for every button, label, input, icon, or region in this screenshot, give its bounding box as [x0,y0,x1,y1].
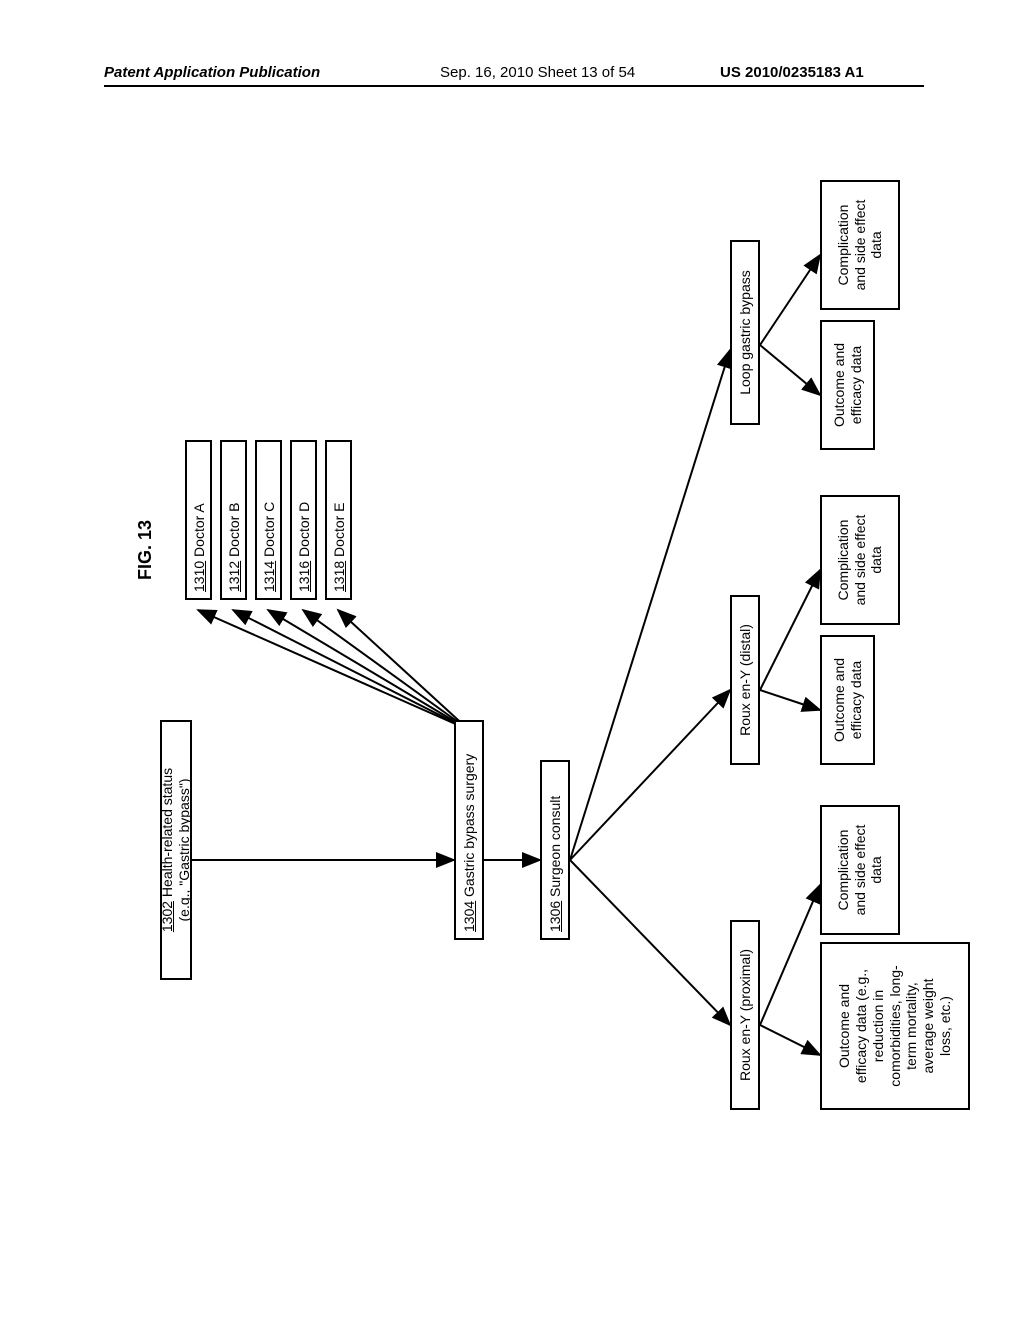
surgeon-consult-box: 1306 Surgeon consult [540,760,570,940]
header-middle: Sep. 16, 2010 Sheet 13 of 54 [440,64,635,81]
complication-data-3-box: Complicationand side effectdata [820,180,900,310]
outcome-data-2-box: Outcome andefficacy data [820,635,875,765]
complication-data-2-box: Complicationand side effectdata [820,495,900,625]
outcome-data-1-box: Outcome andefficacy data (e.g.,reduction… [820,942,970,1110]
loop-bypass-box: Loop gastric bypass [730,240,760,425]
complication-data-1-box: Complicationand side effectdata [820,805,900,935]
header-left: Patent Application Publication [104,64,320,81]
figure-13-diagram: FIG. 13 1302 Health-related status(e.g.,… [60,140,960,1260]
doctor-c-box: 1314 Doctor C [255,440,282,600]
figure-title: FIG. 13 [135,520,156,580]
roux-distal-box: Roux en-Y (distal) [730,595,760,765]
gastric-bypass-box: 1304 Gastric bypass surgery [454,720,484,940]
rotated-canvas: FIG. 13 1302 Health-related status(e.g.,… [60,140,960,1140]
outcome-data-3-box: Outcome andefficacy data [820,320,875,450]
header-right: US 2010/0235183 A1 [720,64,864,81]
doctor-d-box: 1316 Doctor D [290,440,317,600]
roux-proximal-box: Roux en-Y (proximal) [730,920,760,1110]
health-status-box: 1302 Health-related status(e.g., "Gastri… [160,720,192,980]
header-rule [104,85,924,87]
doctor-e-box: 1318 Doctor E [325,440,352,600]
doctor-a-box: 1310 Doctor A [185,440,212,600]
doctor-b-box: 1312 Doctor B [220,440,247,600]
